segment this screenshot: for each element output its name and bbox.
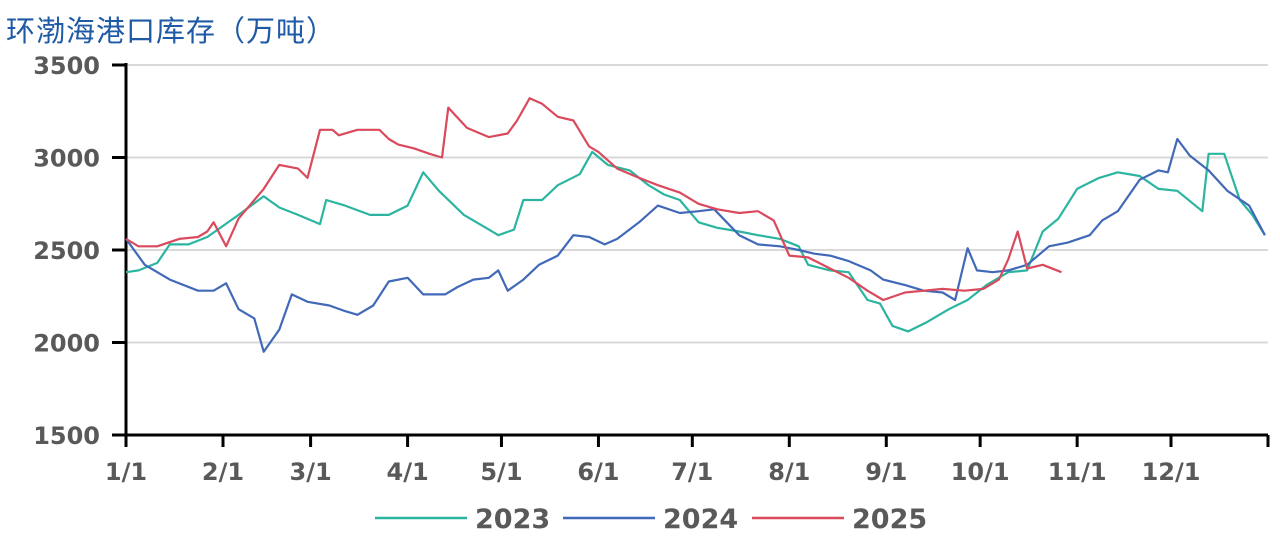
x-tick-label: 6/1 xyxy=(577,458,619,486)
y-tick-label: 1500 xyxy=(33,422,100,450)
series-2024 xyxy=(125,137,1266,353)
chart-title: 环渤海港口库存（万吨） xyxy=(6,14,337,48)
y-tick-label: 3000 xyxy=(33,145,100,173)
series-line-2023 xyxy=(125,150,1266,333)
legend-label-2025: 2025 xyxy=(852,504,927,535)
x-tick-label: 8/1 xyxy=(768,458,810,486)
legend-label-2024: 2024 xyxy=(663,504,738,535)
x-tick-label: 3/1 xyxy=(290,458,332,486)
x-tick-label: 5/1 xyxy=(480,458,522,486)
x-tick-label: 2/1 xyxy=(202,458,244,486)
x-tick-label: 9/1 xyxy=(865,458,907,486)
x-tick-label: 4/1 xyxy=(387,458,429,486)
y-tick-label: 2000 xyxy=(33,330,100,358)
x-tick-label: 10/1 xyxy=(951,458,1010,486)
x-tick-label: 7/1 xyxy=(671,458,713,486)
series-2023 xyxy=(125,150,1266,333)
x-tick-label: 12/1 xyxy=(1142,458,1201,486)
series-line-2024 xyxy=(125,137,1266,353)
y-tick-label: 2500 xyxy=(33,237,100,265)
series-line-2025 xyxy=(125,97,1062,302)
x-tick-label: 11/1 xyxy=(1048,458,1107,486)
series-2025 xyxy=(125,97,1062,302)
legend-label-2023: 2023 xyxy=(475,504,550,535)
y-tick-label: 3500 xyxy=(33,52,100,80)
x-tick-label: 1/1 xyxy=(105,458,147,486)
